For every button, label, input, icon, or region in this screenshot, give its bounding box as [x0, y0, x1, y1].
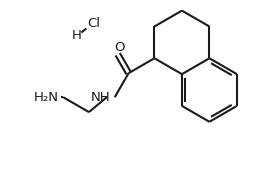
Text: Cl: Cl	[87, 17, 100, 30]
Text: H₂N: H₂N	[34, 91, 59, 104]
Text: O: O	[114, 41, 125, 54]
Text: H: H	[72, 29, 81, 42]
Text: NH: NH	[91, 91, 111, 104]
